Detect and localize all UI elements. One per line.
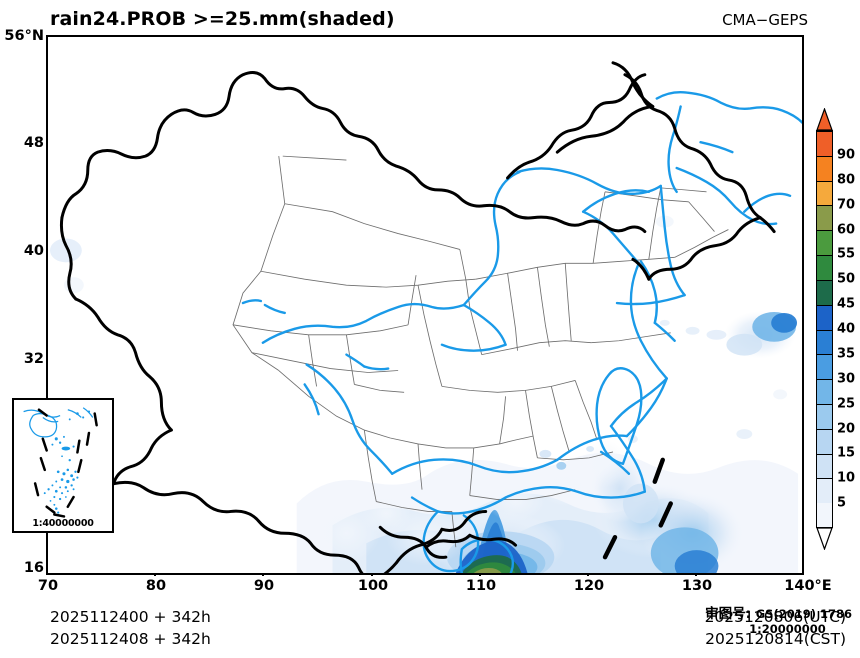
rivers-and-coast [241, 91, 802, 573]
precip-cell-taiwan-se [622, 483, 659, 524]
precip-speck [539, 449, 552, 458]
y-tick-label-48: 48 [23, 135, 44, 151]
precip-cell-guizhou [360, 491, 413, 536]
precip-speck [556, 461, 567, 470]
colorbar-tick-label: 55 [837, 246, 856, 262]
attribution-number: GS(2019) 1786 [755, 606, 852, 621]
colorbar-segment [817, 428, 832, 454]
y-tick-label-56: 56°N [4, 28, 44, 44]
colorbar-segment [817, 354, 832, 380]
nine-dash-line [602, 457, 673, 560]
x-tick-label-110: 110 [465, 578, 497, 594]
colorbar-segment [817, 279, 832, 305]
precip-speck [659, 319, 670, 326]
colorbar-tick-label: 60 [837, 222, 856, 237]
precip-core-bashi-inner [674, 550, 719, 573]
colorbar[interactable]: 5 10 15 20 25 30 35 40 45 50 55 60 70 80 90 [816, 108, 855, 550]
colorbar-tick-label: 70 [837, 197, 856, 213]
colorbar-bottom-arrow [816, 527, 833, 550]
precip-cell-xinjiang [49, 238, 82, 263]
precip-speck [736, 429, 753, 439]
colorbar-segment [817, 255, 832, 280]
colorbar-tick-label: 25 [837, 396, 856, 412]
precip-speck [685, 326, 700, 335]
footer-right: 2025120806(UTC) 2025120814(CST) [705, 606, 846, 650]
attribution-scale: 1:20000000 [749, 621, 826, 636]
colorbar-top-arrow [816, 108, 833, 131]
precip-cell-wpac-tail [726, 333, 763, 356]
colorbar-segment [817, 230, 832, 256]
colorbar-segment [817, 155, 832, 181]
colorbar-tick-label: 20 [837, 421, 856, 436]
colorbar-segment [817, 503, 832, 527]
colorbar-tick-label: 80 [837, 172, 856, 188]
colorbar-segment [817, 403, 832, 429]
colorbar-segments [816, 130, 833, 528]
x-tick-label-140: 140°E [784, 578, 832, 594]
precip-shading [49, 215, 799, 573]
precip-cell-wpac-core [771, 312, 798, 333]
y-tick-label-16: 16 [23, 560, 44, 576]
colorbar-segment [817, 379, 832, 404]
page-title: rain24.PROB >=25.mm(shaded) [50, 8, 395, 30]
colorbar-tick-label: 90 [837, 147, 856, 163]
inset-islands [43, 410, 91, 514]
inset-scale-label: 1:40000000 [32, 518, 94, 529]
colorbar-segment [817, 329, 832, 355]
colorbar-segment [817, 478, 832, 504]
inset-nine-dash-line [33, 408, 98, 518]
x-tick-label-80: 80 [145, 578, 167, 594]
map-plot-area[interactable] [46, 35, 804, 575]
x-tick-label-100: 100 [357, 578, 389, 594]
x-tick-label-120: 120 [573, 578, 605, 594]
valid-time-cst: 2025120814(CST) [705, 630, 846, 648]
colorbar-tick-label: 30 [837, 371, 856, 387]
inset-map-south-china-sea[interactable]: 1:40000000 [12, 398, 114, 533]
colorbar-tick-label: 35 [837, 346, 856, 362]
colorbar-tick-label: 40 [837, 321, 856, 337]
precip-speck [63, 277, 84, 294]
colorbar-segment [817, 304, 832, 330]
y-tick-label-40: 40 [23, 243, 44, 259]
colorbar-segment [817, 453, 832, 479]
init-time-utc: 2025112400 + 342h [50, 608, 211, 626]
precip-speck [773, 389, 788, 400]
precip-cell-guangdong [485, 481, 546, 522]
init-time-cst: 2025112408 + 342h [50, 630, 211, 648]
precip-speck [706, 329, 727, 340]
colorbar-tick-label: 5 [837, 495, 847, 511]
colorbar-segment [817, 205, 832, 231]
x-tick-label-130: 130 [681, 578, 713, 594]
colorbar-tick-label: 15 [837, 445, 856, 461]
map-attribution: 审图号: GS(2019) 1786 1:20000000 [705, 606, 852, 636]
x-tick-label-90: 90 [253, 578, 275, 594]
model-label: CMA−GEPS [722, 11, 808, 29]
attribution-label: 审图号: [705, 605, 752, 622]
colorbar-tick-label: 50 [837, 271, 856, 287]
colorbar-segment [817, 180, 832, 206]
precip-speck [586, 445, 595, 452]
national-boundary [59, 61, 776, 573]
precip-cell-echina-sea [583, 439, 627, 488]
valid-time-utc: 2025120806(UTC) [704, 608, 846, 626]
colorbar-tick-label: 10 [837, 470, 856, 486]
colorbar-tick-label: 45 [837, 296, 856, 312]
colorbar-segment [817, 131, 832, 156]
footer-left: 2025112400 + 342h 2025112408 + 342h [50, 606, 211, 650]
x-tick-label-70: 70 [37, 578, 59, 594]
inset-coast [23, 407, 94, 438]
y-tick-label-32: 32 [23, 351, 44, 367]
precip-level-60-scs [473, 568, 502, 573]
map-canvas [48, 37, 802, 573]
